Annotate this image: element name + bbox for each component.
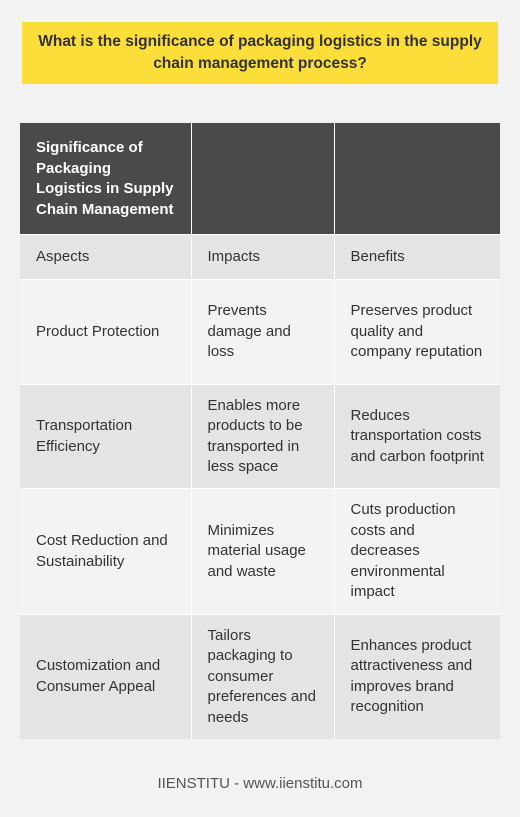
aspect-cell: Cost Reduction and Sustainability	[20, 488, 192, 615]
impact-cell: Tailors packaging to consumer preference…	[191, 614, 335, 739]
aspect-cell: Transportation Efficiency	[20, 384, 192, 489]
table-row: Customization and Consumer Appeal Tailor…	[20, 614, 500, 739]
column-label-benefits: Benefits	[334, 234, 500, 280]
benefit-cell: Preserves product quality and company re…	[334, 279, 500, 385]
column-label-aspects: Aspects	[20, 234, 192, 280]
aspect-cell: Customization and Consumer Appeal	[20, 614, 192, 739]
title-banner: What is the significance of packaging lo…	[22, 22, 498, 84]
table-header-cell	[191, 123, 335, 235]
footer-credit: IIENSTITU - www.iienstitu.com	[157, 775, 363, 792]
page-title: What is the significance of packaging lo…	[38, 33, 482, 72]
significance-table: Significance of Packaging Logistics in S…	[20, 123, 500, 739]
benefit-cell: Reduces transportation costs and carbon …	[334, 384, 500, 489]
table-header-cell	[334, 123, 500, 235]
impact-cell: Minimizes material usage and waste	[191, 488, 335, 615]
benefit-cell: Cuts production costs and decreases envi…	[334, 488, 500, 615]
table-row: Product Protection Prevents damage and l…	[20, 279, 500, 385]
column-label-impacts: Impacts	[191, 234, 335, 280]
impact-cell: Prevents damage and loss	[191, 279, 335, 385]
table-row: Cost Reduction and Sustainability Minimi…	[20, 488, 500, 615]
column-labels-row: Aspects Impacts Benefits	[20, 234, 500, 280]
table-header-row: Significance of Packaging Logistics in S…	[20, 123, 500, 235]
table-header-cell: Significance of Packaging Logistics in S…	[20, 123, 192, 235]
impact-cell: Enables more products to be transported …	[191, 384, 335, 489]
benefit-cell: Enhances product attractiveness and impr…	[334, 614, 500, 739]
table-row: Transportation Efficiency Enables more p…	[20, 384, 500, 489]
aspect-cell: Product Protection	[20, 279, 192, 385]
